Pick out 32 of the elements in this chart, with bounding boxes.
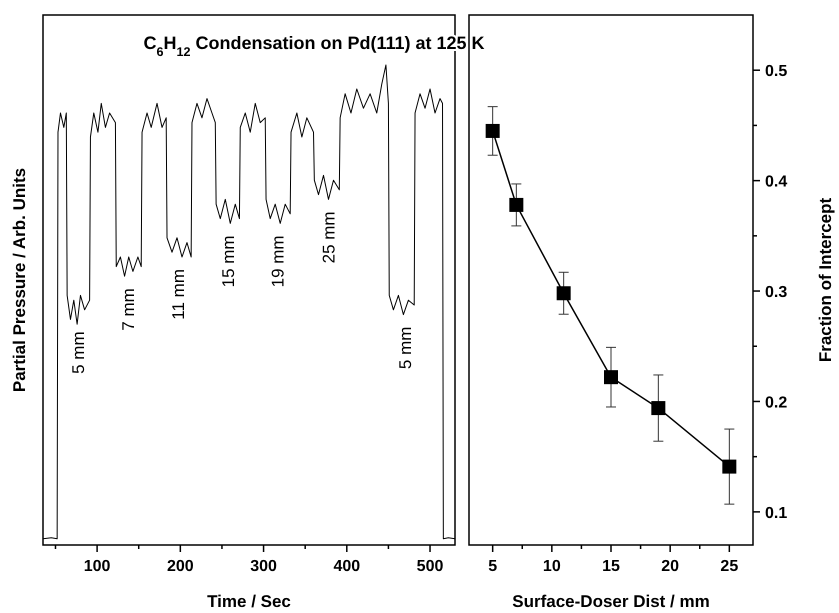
y-axis-title: Partial Pressure / Arb. Units [10, 168, 29, 392]
x-tick-label: 20 [661, 558, 680, 575]
x-axis-title: Time / Sec [207, 592, 291, 611]
x-tick-label: 200 [166, 558, 194, 575]
y2-tick-label: 0.5 [765, 63, 788, 80]
point [556, 286, 571, 300]
x-tick-label: 5 [488, 558, 498, 575]
y2-tick-label: 0.3 [765, 284, 788, 302]
y2-tick-label: 0.2 [765, 394, 788, 412]
x-tick-label: 10 [542, 558, 561, 575]
x-tick-label: 500 [416, 558, 444, 575]
annotation: 11 mm [168, 269, 188, 320]
annotation: 7 mm [118, 288, 138, 331]
x-tick-label: 100 [84, 558, 111, 575]
x-tick-label: 300 [250, 558, 278, 575]
annotation: 5 mm [68, 331, 88, 374]
point [651, 401, 666, 416]
point [604, 370, 618, 384]
x-tick-label: 25 [720, 558, 738, 575]
y2-tick-label: 0.1 [765, 504, 788, 522]
annotation: 5 mm [396, 326, 416, 370]
annotation: 19 mm [268, 235, 288, 288]
x-tick-label: 15 [602, 558, 620, 575]
y2-tick-label: 0.4 [765, 174, 788, 191]
point [509, 198, 524, 212]
y2-axis-title: Fraction of Intercept [816, 197, 835, 362]
point [722, 460, 736, 474]
x-axis-title: Surface-Doser Dist / mm [512, 592, 710, 611]
annotation: 25 mm [319, 211, 338, 264]
annotation: 15 mm [218, 235, 238, 288]
point [486, 124, 500, 138]
x-tick-label: 400 [333, 558, 360, 575]
